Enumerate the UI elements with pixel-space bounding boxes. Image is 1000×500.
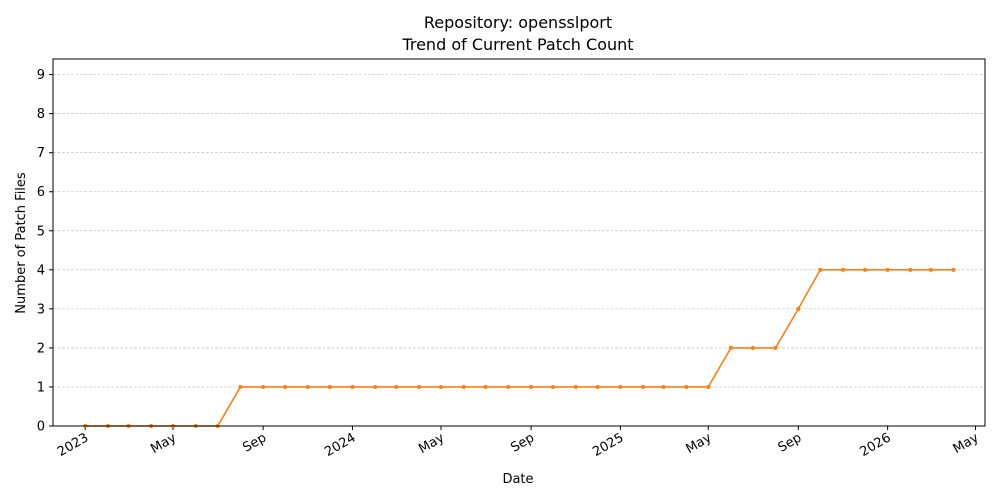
series-layer	[83, 267, 956, 428]
y-tick-label: 0	[37, 420, 45, 435]
y-tick-label: 9	[37, 68, 45, 83]
data-point	[394, 384, 399, 389]
y-tick-label: 7	[37, 146, 45, 161]
data-point	[506, 384, 511, 389]
y-tick-label: 1	[37, 380, 45, 395]
data-point	[928, 267, 933, 272]
data-point	[573, 384, 578, 389]
data-point	[461, 384, 466, 389]
data-point	[773, 345, 778, 350]
y-tick-label: 2	[37, 341, 45, 356]
y-tick-label: 3	[37, 302, 45, 317]
data-point	[261, 384, 266, 389]
data-point	[818, 267, 823, 272]
data-point	[661, 384, 666, 389]
x-axis-label: Date	[502, 472, 533, 487]
data-point	[750, 345, 755, 350]
data-point	[283, 384, 288, 389]
data-point	[595, 384, 600, 389]
data-point	[373, 384, 378, 389]
y-axis-ticks: 0 1 2 3 4 5 6 7 8 9	[37, 68, 53, 435]
data-point	[483, 384, 488, 389]
data-point	[908, 267, 913, 272]
data-point	[728, 345, 733, 350]
data-point	[417, 384, 422, 389]
data-point	[529, 384, 534, 389]
data-point	[305, 384, 310, 389]
data-point	[641, 384, 646, 389]
data-point	[439, 384, 444, 389]
data-point	[706, 384, 711, 389]
data-point	[327, 384, 332, 389]
data-point	[796, 306, 801, 311]
y-tick-label: 5	[37, 224, 45, 239]
data-point	[350, 384, 355, 389]
data-point	[885, 267, 890, 272]
series-line	[85, 269, 954, 427]
data-point	[684, 384, 689, 389]
chart-title: Repository: opensslport	[424, 13, 612, 32]
data-point	[238, 384, 243, 389]
data-point	[618, 384, 623, 389]
data-point	[951, 267, 956, 272]
chart-subtitle: Trend of Current Patch Count	[401, 35, 633, 54]
y-tick-label: 6	[37, 185, 45, 200]
y-tick-label: 8	[37, 107, 45, 122]
data-point	[551, 384, 556, 389]
data-point	[840, 267, 845, 272]
data-point	[862, 267, 867, 272]
y-axis-label: Number of Patch Files	[14, 172, 29, 314]
plot-frame	[52, 58, 986, 427]
y-tick-label: 4	[37, 263, 45, 278]
